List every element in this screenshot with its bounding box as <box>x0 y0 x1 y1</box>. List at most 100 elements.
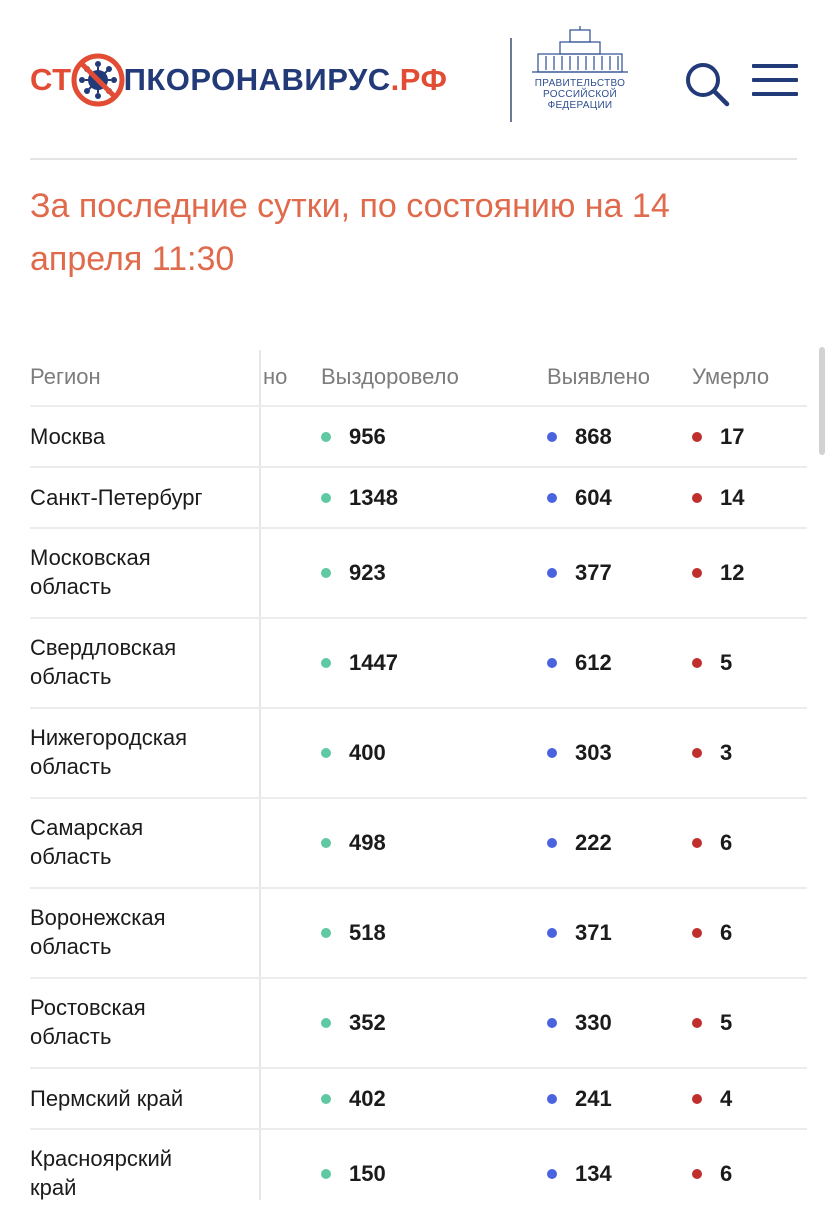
menu-bar-bottom <box>752 92 798 96</box>
recovered-value: 498 <box>349 830 386 855</box>
recovered-cell: 400 <box>321 739 386 767</box>
header-region[interactable]: Регион <box>30 364 101 389</box>
region-name: Москва <box>30 424 106 449</box>
detected-dot <box>547 1018 557 1028</box>
region-name: Красноярский край <box>30 1146 173 1200</box>
detected-cell: 377 <box>547 559 612 587</box>
died-cell: 3 <box>692 739 732 767</box>
died-value: 6 <box>720 920 733 945</box>
header-died[interactable]: Умерло <box>692 364 770 389</box>
recovered-value: 400 <box>349 740 386 765</box>
detected-value: 371 <box>575 920 612 945</box>
table-row[interactable]: Пермский край 402 241 4 <box>30 1067 807 1128</box>
government-building-icon <box>532 26 628 73</box>
recovered-cell: 518 <box>321 919 386 947</box>
recovered-cell: 352 <box>321 1009 386 1037</box>
died-value: 14 <box>720 484 745 510</box>
died-dot <box>692 492 702 503</box>
detected-dot <box>547 568 557 578</box>
died-dot <box>692 838 702 848</box>
region-column-divider <box>259 350 261 1200</box>
table-scrollbar[interactable] <box>819 347 825 455</box>
recovered-cell: 1348 <box>321 484 398 512</box>
recovered-value: 150 <box>349 1161 386 1186</box>
died-dot <box>692 431 702 442</box>
detected-cell: 371 <box>547 919 612 947</box>
header-detected[interactable]: Выявлено <box>547 364 651 389</box>
region-name: Свердловская область <box>30 635 177 689</box>
died-value: 17 <box>720 423 745 449</box>
died-dot <box>692 928 702 938</box>
detected-value: 330 <box>575 1010 612 1035</box>
recovered-dot <box>321 568 331 578</box>
table-row[interactable]: Московская область 923 377 12 <box>30 527 807 617</box>
recovered-value: 402 <box>349 1085 386 1111</box>
region-name: Санкт-Петербург <box>30 485 203 510</box>
table-row[interactable]: Нижегородская область 400 303 3 <box>30 707 807 797</box>
recovered-value: 923 <box>349 560 386 585</box>
stats-headline: За последние сутки, по состоянию на 14 а… <box>30 187 670 278</box>
regions-table[interactable]: Регион но Выздоровело Выявлено Умерло Мо… <box>30 350 807 1218</box>
detected-dot <box>547 1093 557 1104</box>
died-value: 12 <box>720 560 745 585</box>
table-row[interactable]: Свердловская область 1447 612 5 <box>30 617 807 707</box>
died-cell: 17 <box>692 423 744 451</box>
government-logo[interactable]: ПРАВИТЕЛЬСТВО РОССИЙСКОЙ ФЕДЕРАЦИИ <box>528 26 632 122</box>
died-dot <box>692 658 702 668</box>
detected-cell: 241 <box>547 1085 612 1113</box>
table-body: Москва 956 868 17 Санкт-Петербург 1348 604 14 Мо… <box>30 405 807 1218</box>
site-logo[interactable]: СТ ПКОРОНАВИРУС .РФ <box>30 52 447 108</box>
recovered-cell: 1447 <box>321 649 398 677</box>
detected-value: 303 <box>575 740 612 765</box>
table-row[interactable]: Санкт-Петербург 1348 604 14 <box>30 466 807 527</box>
died-dot <box>692 748 702 758</box>
logo-text-main: ПКОРОНАВИРУС <box>123 62 391 97</box>
region-name: Воронежская область <box>30 905 166 959</box>
recovered-cell: 150 <box>321 1160 386 1188</box>
header-hidden-column[interactable]: но <box>263 364 288 389</box>
recovered-value: 352 <box>349 1010 386 1035</box>
recovered-value: 518 <box>349 920 386 945</box>
detected-cell: 612 <box>547 649 612 677</box>
table-row[interactable]: Красноярский край 150 134 6 <box>30 1128 807 1218</box>
recovered-dot <box>321 928 331 938</box>
table-header: Регион но Выздоровело Выявлено Умерло <box>30 350 807 405</box>
search-icon[interactable] <box>683 60 731 108</box>
detected-dot <box>547 431 557 442</box>
detected-value: 604 <box>575 484 612 510</box>
died-dot <box>692 1169 702 1179</box>
detected-value: 612 <box>575 650 612 675</box>
recovered-cell: 923 <box>321 559 386 587</box>
died-value: 3 <box>720 740 733 765</box>
recovered-dot <box>321 1093 331 1104</box>
recovered-value: 1447 <box>349 650 398 675</box>
detected-dot <box>547 928 557 938</box>
detected-dot <box>547 838 557 848</box>
table-row[interactable]: Москва 956 868 17 <box>30 405 807 466</box>
recovered-dot <box>321 431 331 442</box>
header-bottom-divider <box>30 158 797 160</box>
recovered-dot <box>321 838 331 848</box>
detected-cell: 222 <box>547 829 612 857</box>
table-row[interactable]: Воронежская область 518 371 6 <box>30 887 807 977</box>
region-name: Нижегородская область <box>30 725 187 779</box>
recovered-value: 956 <box>349 423 386 449</box>
detected-dot <box>547 1169 557 1179</box>
table-row[interactable]: Ростовская область 352 330 5 <box>30 977 807 1067</box>
region-name: Московская область <box>30 545 151 599</box>
died-dot <box>692 568 702 578</box>
table-row[interactable]: Самарская область 498 222 6 <box>30 797 807 887</box>
recovered-dot <box>321 658 331 668</box>
hamburger-menu-icon[interactable] <box>752 64 798 98</box>
detected-value: 134 <box>575 1161 612 1186</box>
header-recovered[interactable]: Выздоровело <box>321 364 459 389</box>
died-cell: 6 <box>692 919 732 947</box>
recovered-dot <box>321 1018 331 1028</box>
detected-cell: 134 <box>547 1160 612 1188</box>
died-dot <box>692 1093 702 1104</box>
died-value: 6 <box>720 1161 733 1186</box>
gov-text-line1: ПРАВИТЕЛЬСТВО <box>534 78 626 89</box>
menu-bar-top <box>752 64 798 68</box>
detected-cell: 604 <box>547 484 612 512</box>
died-cell: 12 <box>692 559 744 587</box>
